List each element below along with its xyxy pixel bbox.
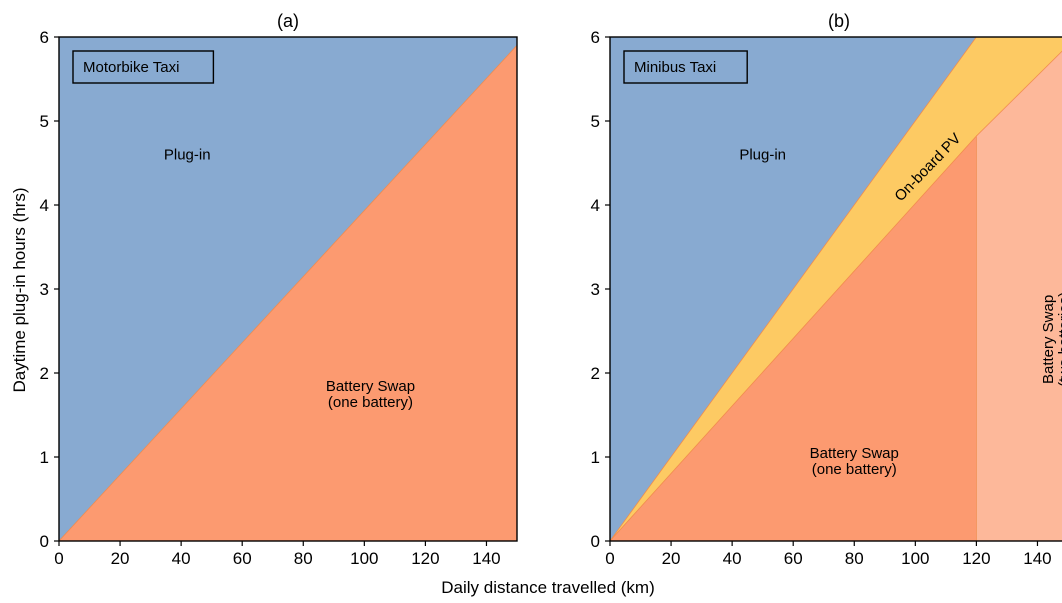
region-label-plug-in: Plug-in [164, 147, 211, 164]
region-label-battery-swap-one-battery: Battery Swap (one battery) [810, 445, 899, 478]
y-tick-label: 4 [591, 196, 600, 215]
region-label-line: Battery Swap [810, 445, 899, 462]
panel-title: (b) [828, 11, 850, 31]
x-tick-label: 120 [411, 549, 439, 568]
y-tick-label: 3 [40, 280, 49, 299]
y-tick-label: 1 [591, 448, 600, 467]
x-tick-label: 60 [784, 549, 803, 568]
region-battery-swap-two-batteries [976, 50, 1062, 541]
vehicle-box [623, 50, 748, 84]
x-tick-label: 20 [662, 549, 681, 568]
region-label-plug-in: Plug-in [739, 147, 786, 164]
y-tick-label: 3 [591, 280, 600, 299]
y-tick-label: 2 [40, 364, 49, 383]
y-tick-label: 2 [591, 364, 600, 383]
y-tick-label: 0 [40, 532, 49, 551]
y-tick-label: 5 [40, 112, 49, 131]
region-label-line: (one battery) [812, 461, 897, 478]
vehicle-box-label: Minibus Taxi [634, 59, 716, 76]
x-tick-label: 80 [294, 549, 313, 568]
region-label-line: Plug-in [164, 147, 211, 164]
x-tick-label: 20 [111, 549, 130, 568]
region-label-line: (two batteries) [1056, 292, 1062, 387]
region-label-line: Plug-in [739, 147, 786, 164]
region-label-battery-swap-two-batteries: Battery Swap(two batteries) [1040, 292, 1062, 387]
x-tick-label: 60 [233, 549, 252, 568]
region-label-line: Battery Swap [1040, 295, 1057, 384]
x-tick-label: 100 [350, 549, 378, 568]
x-tick-label: 40 [723, 549, 742, 568]
x-tick-label: 120 [962, 549, 990, 568]
x-tick-label: 40 [172, 549, 191, 568]
y-tick-label: 4 [40, 196, 49, 215]
region-battery-swap-one-battery [59, 44, 517, 541]
x-tick-label: 0 [54, 549, 63, 568]
y-tick-label: 0 [591, 532, 600, 551]
y-axis-label: Daytime plug-in hours (hrs) [10, 187, 29, 392]
vehicle-box [72, 50, 215, 84]
y-tick-label: 6 [40, 28, 49, 47]
panel-title: (a) [277, 11, 299, 31]
vehicle-box-label: Motorbike Taxi [83, 59, 179, 76]
x-tick-label: 140 [1023, 549, 1051, 568]
x-tick-label: 140 [472, 549, 500, 568]
x-axis-label: Daily distance travelled (km) [441, 578, 655, 597]
plot-area: Plug-in Battery Swap (one battery) [59, 37, 517, 541]
x-tick-label: 80 [845, 549, 864, 568]
y-tick-label: 1 [40, 448, 49, 467]
y-tick-label: 5 [591, 112, 600, 131]
x-tick-label: 100 [901, 549, 929, 568]
region-label-battery-swap-one-battery: Battery Swap (one battery) [326, 378, 415, 411]
region-label-line: Battery Swap [326, 378, 415, 395]
x-tick-label: 0 [605, 549, 614, 568]
region-label-line: (one battery) [328, 394, 413, 411]
y-tick-label: 6 [591, 28, 600, 47]
